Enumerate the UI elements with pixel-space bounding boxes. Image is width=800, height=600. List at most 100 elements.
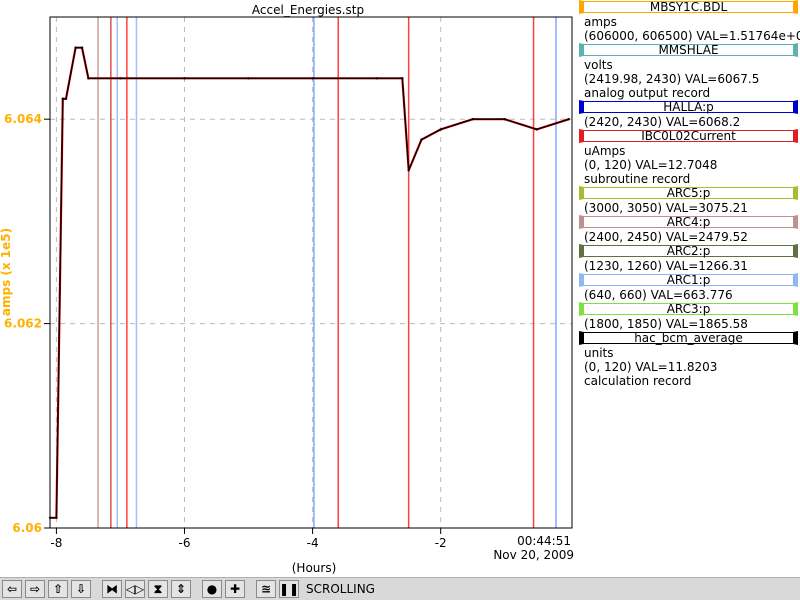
y-tick-label: 6.064 xyxy=(4,112,42,126)
data-point xyxy=(55,516,58,519)
zoom-in-y-button[interactable]: ⧗ xyxy=(148,580,168,598)
legend-info-line: calculation record xyxy=(584,374,692,388)
toolbar-separator xyxy=(248,580,256,598)
legend: MBSY1C.BDL amps (606000, 606500) VAL=1.517… xyxy=(576,0,800,388)
graph-icon: ≊ xyxy=(260,582,272,596)
plus-icon: ✚ xyxy=(229,582,241,596)
legend-info-line: (2420, 2430) VAL=6068.2 xyxy=(584,115,741,129)
pause-button[interactable]: ❚❚ xyxy=(279,580,299,598)
legend-info-line: (1800, 1850) VAL=1865.58 xyxy=(584,317,748,331)
zoom-in-x-button[interactable]: ⧓ xyxy=(102,580,122,598)
legend-pv-name[interactable]: ARC4:p xyxy=(579,215,798,229)
data-point xyxy=(439,128,442,131)
legend-info-line: uAmps xyxy=(584,144,626,158)
legend-entry[interactable]: ARC4:p (2400, 2450) VAL=2479.52 xyxy=(576,215,800,244)
data-point xyxy=(407,169,410,172)
pan-right-button[interactable]: ⇨ xyxy=(25,580,45,598)
data-point xyxy=(87,77,90,80)
data-point xyxy=(503,118,506,121)
data-point xyxy=(567,118,570,121)
chart-title: Accel_Energies.stp xyxy=(252,3,364,17)
legend-pv-name[interactable]: IBC0L02Current xyxy=(579,129,798,143)
legend-info-line: units xyxy=(584,346,614,360)
toolbar-separator xyxy=(94,580,102,598)
time-label: 00:44:51 xyxy=(517,534,571,548)
legend-pv-name[interactable]: HALLA:p xyxy=(579,100,798,114)
data-point xyxy=(420,138,423,141)
grid xyxy=(50,17,572,529)
date-label: Nov 20, 2009 xyxy=(493,548,574,562)
arrow-right-icon: ⇨ xyxy=(29,582,41,596)
data-point xyxy=(64,97,68,100)
legend-pv-name[interactable]: hac_bcm_average xyxy=(579,331,798,345)
legend-entry[interactable]: ARC3:p (1800, 1850) VAL=1865.58 xyxy=(576,302,800,331)
y-axis-label: amps (x 1e5) xyxy=(0,228,13,316)
arrow-down-icon: ⇩ xyxy=(75,582,87,596)
legend-entry[interactable]: ARC5:p (3000, 3050) VAL=3075.21 xyxy=(576,186,800,215)
data-point xyxy=(61,97,65,100)
marker-lines xyxy=(97,17,557,528)
data-point xyxy=(375,77,378,80)
arrow-left-icon: ⇦ xyxy=(6,582,18,596)
x-axis-label: (Hours) xyxy=(292,561,337,575)
legend-entry[interactable]: MBSY1C.BDL amps (606000, 606500) VAL=1.517… xyxy=(576,0,800,43)
x-tick-label: -6 xyxy=(179,536,191,550)
legend-info-line: (0, 120) VAL=12.7048 xyxy=(584,158,718,172)
legend-pv-name[interactable]: MMSHLAE xyxy=(579,43,798,57)
legend-info-line: (606000, 606500) VAL=1.51764e+06 xyxy=(584,29,800,43)
legend-info-line: subroutine record xyxy=(584,172,691,186)
axes: -8 -6 -4 -2 6.06 6.062 6.064 xyxy=(4,112,447,550)
series-line-red xyxy=(50,46,570,519)
data-traces xyxy=(48,46,570,519)
plot-frame xyxy=(49,16,573,529)
pan-up-button[interactable]: ⇧ xyxy=(48,580,68,598)
y-tick-label: 6.062 xyxy=(4,317,42,331)
legend-entry[interactable]: ARC1:p (640, 660) VAL=663.776 xyxy=(576,273,800,302)
toolbar: ⇦ ⇨ ⇧ ⇩ ⧓ ◁▷ ⧗ ⇕ ● ✚ ≊ ❚❚ SCROLLING xyxy=(0,577,800,600)
zoom-out-x-button[interactable]: ◁▷ xyxy=(125,580,145,598)
status-text: SCROLLING xyxy=(306,582,375,596)
x-tick-label: -4 xyxy=(307,536,319,550)
legend-pv-name[interactable]: MBSY1C.BDL xyxy=(579,0,798,14)
autozoom-button[interactable]: ● xyxy=(202,580,222,598)
legend-pv-name[interactable]: ARC3:p xyxy=(579,302,798,316)
legend-info-line: (2400, 2450) VAL=2479.52 xyxy=(584,230,748,244)
config-button[interactable]: ≊ xyxy=(256,580,276,598)
x-tick-label: -8 xyxy=(50,536,62,550)
pan-down-button[interactable]: ⇩ xyxy=(71,580,91,598)
pan-left-button[interactable]: ⇦ xyxy=(2,580,22,598)
legend-pv-name[interactable]: ARC1:p xyxy=(579,273,798,287)
data-point xyxy=(80,46,84,49)
pause-icon: ❚❚ xyxy=(278,582,300,596)
legend-entry[interactable]: HALLA:p (2420, 2430) VAL=6068.2 xyxy=(576,100,800,129)
legend-info-line: (2419.98, 2430) VAL=6067.5 xyxy=(584,72,760,86)
legend-entry[interactable]: MMSHLAE volts (2419.98, 2430) VAL=6067.5 an… xyxy=(576,43,800,100)
legend-entry[interactable]: ARC2:p (1230, 1260) VAL=1266.31 xyxy=(576,244,800,273)
add-button[interactable]: ✚ xyxy=(225,580,245,598)
toolbar-separator xyxy=(194,580,202,598)
zoom-in-horizontal-icon: ⧓ xyxy=(106,582,118,596)
x-tick-label: -2 xyxy=(435,536,447,550)
legend-info-line: (1230, 1260) VAL=1266.31 xyxy=(584,259,748,273)
data-point xyxy=(535,128,538,131)
data-point xyxy=(471,118,474,121)
arrow-up-icon: ⇧ xyxy=(52,582,64,596)
circle-icon: ● xyxy=(206,582,218,596)
data-point xyxy=(183,77,186,80)
legend-pv-name[interactable]: ARC2:p xyxy=(579,244,798,258)
legend-entry[interactable]: IBC0L02Current uAmps (0, 120) VAL=12.7048 s… xyxy=(576,129,800,186)
legend-entry[interactable]: hac_bcm_average units (0, 120) VAL=11.8203… xyxy=(576,331,800,388)
y-tick-label: 6.06 xyxy=(12,521,42,535)
series-line xyxy=(50,47,569,519)
data-point xyxy=(119,77,122,80)
zoom-in-vertical-icon: ⧗ xyxy=(153,581,163,596)
data-point xyxy=(401,77,404,80)
plot-area[interactable]: Accel_Energies.stp -8 -6 -4 -2 6.06 6.062 6.06… xyxy=(0,0,576,577)
legend-info-line: amps xyxy=(584,15,617,29)
legend-pv-name[interactable]: ARC5:p xyxy=(579,186,798,200)
legend-info-line: volts xyxy=(584,58,613,72)
zoom-out-y-button[interactable]: ⇕ xyxy=(171,580,191,598)
data-point xyxy=(74,46,77,49)
zoom-out-vertical-icon: ⇕ xyxy=(175,582,187,596)
data-point xyxy=(311,77,314,80)
